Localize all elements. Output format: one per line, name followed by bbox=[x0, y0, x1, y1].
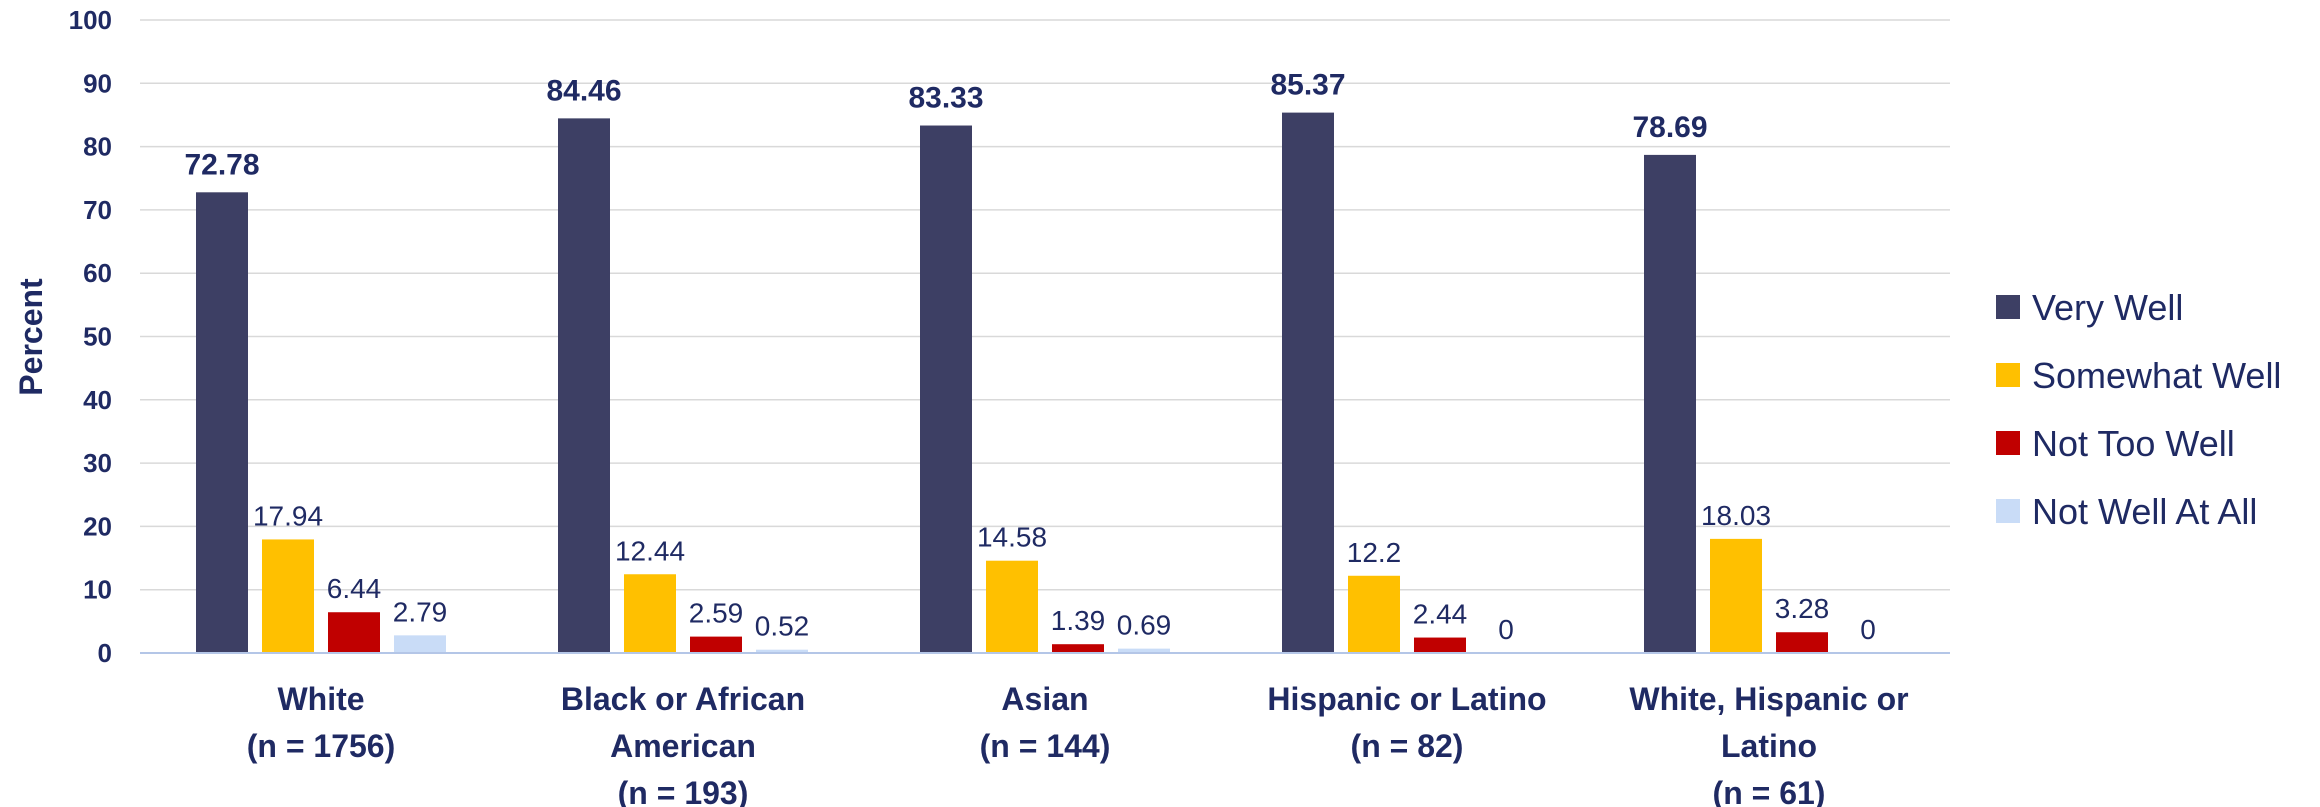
bar-somewhat-well bbox=[262, 539, 314, 653]
data-label: 17.94 bbox=[253, 500, 323, 531]
legend-label: Somewhat Well bbox=[2032, 355, 2281, 396]
bar-very-well bbox=[1282, 112, 1334, 653]
data-label: 72.78 bbox=[184, 148, 259, 181]
data-label: 18.03 bbox=[1701, 500, 1771, 531]
x-axis-categories: White (n = 1756) Black or African American (… bbox=[247, 681, 1909, 807]
x-category-label: (n = 1756) bbox=[247, 728, 396, 764]
y-tick-label: 80 bbox=[83, 132, 112, 162]
bar-not-well-at-all bbox=[394, 635, 446, 653]
legend-swatch bbox=[1996, 363, 2020, 387]
y-axis-label: Percent bbox=[13, 278, 49, 396]
data-label: 0.69 bbox=[1117, 610, 1172, 641]
x-category-label: Hispanic or Latino bbox=[1267, 681, 1546, 717]
x-category-label: Asian bbox=[1001, 681, 1088, 717]
bar-somewhat-well bbox=[1348, 575, 1400, 653]
bar-not-too-well bbox=[1052, 644, 1104, 653]
data-label: 1.39 bbox=[1051, 605, 1106, 636]
x-category-label: (n = 144) bbox=[980, 728, 1111, 764]
data-label: 83.33 bbox=[908, 82, 983, 115]
x-category-label: Latino bbox=[1721, 728, 1817, 764]
y-tick-label: 40 bbox=[83, 385, 112, 415]
bar-very-well bbox=[196, 192, 248, 653]
legend-label: Very Well bbox=[2032, 287, 2183, 328]
bar-not-well-at-all bbox=[756, 649, 808, 653]
data-label: 85.37 bbox=[1270, 69, 1345, 102]
x-category-label: (n = 193) bbox=[618, 775, 749, 807]
bar-not-well-at-all bbox=[1118, 648, 1170, 653]
data-label: 14.58 bbox=[977, 522, 1047, 553]
y-axis-ticks: 0 10 20 30 40 50 60 70 80 90 100 bbox=[69, 5, 112, 668]
y-tick-label: 20 bbox=[83, 511, 112, 541]
legend-label: Not Too Well bbox=[2032, 423, 2235, 464]
y-tick-label: 100 bbox=[69, 5, 112, 35]
data-label: 2.79 bbox=[393, 596, 448, 627]
bar-not-too-well bbox=[1776, 632, 1828, 653]
bar-very-well bbox=[1644, 154, 1696, 653]
legend-label: Not Well At All bbox=[2032, 491, 2257, 532]
x-category-label: White, Hispanic or bbox=[1629, 681, 1908, 717]
bar-somewhat-well bbox=[624, 574, 676, 653]
bar-not-too-well bbox=[328, 612, 380, 653]
data-label: 12.2 bbox=[1347, 537, 1402, 568]
data-labels: 72.78 17.94 6.44 2.79 84.46 12.44 2.59 0.52 83.3… bbox=[184, 69, 1875, 645]
y-tick-label: 30 bbox=[83, 448, 112, 478]
legend: Very Well Somewhat Well Not Too Well Not We… bbox=[1996, 287, 2281, 532]
data-label: 0 bbox=[1860, 614, 1876, 645]
x-category-label: White bbox=[277, 681, 364, 717]
x-category-label: (n = 61) bbox=[1713, 775, 1826, 807]
x-category-label: Black or African bbox=[561, 681, 805, 717]
y-tick-label: 10 bbox=[83, 575, 112, 605]
y-tick-label: 60 bbox=[83, 258, 112, 288]
y-tick-label: 90 bbox=[83, 68, 112, 98]
data-label: 0.52 bbox=[755, 611, 810, 642]
legend-swatch bbox=[1996, 295, 2020, 319]
x-category-label: (n = 82) bbox=[1351, 728, 1464, 764]
data-label: 84.46 bbox=[546, 74, 621, 107]
bar-very-well bbox=[920, 125, 972, 653]
data-label: 2.44 bbox=[1413, 599, 1468, 630]
gridlines bbox=[140, 19, 1950, 591]
bar-somewhat-well bbox=[986, 560, 1038, 653]
data-label: 6.44 bbox=[327, 573, 382, 604]
bar-very-well bbox=[558, 118, 610, 653]
bar-not-too-well bbox=[690, 636, 742, 653]
y-tick-label: 70 bbox=[83, 195, 112, 225]
bar-somewhat-well bbox=[1710, 538, 1762, 653]
data-label: 78.69 bbox=[1632, 111, 1707, 144]
data-label: 3.28 bbox=[1775, 593, 1830, 624]
y-tick-label: 0 bbox=[98, 638, 112, 668]
x-category-label: American bbox=[610, 728, 756, 764]
bars bbox=[196, 112, 1828, 653]
bar-not-too-well bbox=[1414, 637, 1466, 653]
y-tick-label: 50 bbox=[83, 322, 112, 352]
data-label: 12.44 bbox=[615, 535, 685, 566]
data-label: 0 bbox=[1498, 614, 1514, 645]
legend-swatch bbox=[1996, 499, 2020, 523]
data-label: 2.59 bbox=[689, 598, 744, 629]
legend-swatch bbox=[1996, 431, 2020, 455]
